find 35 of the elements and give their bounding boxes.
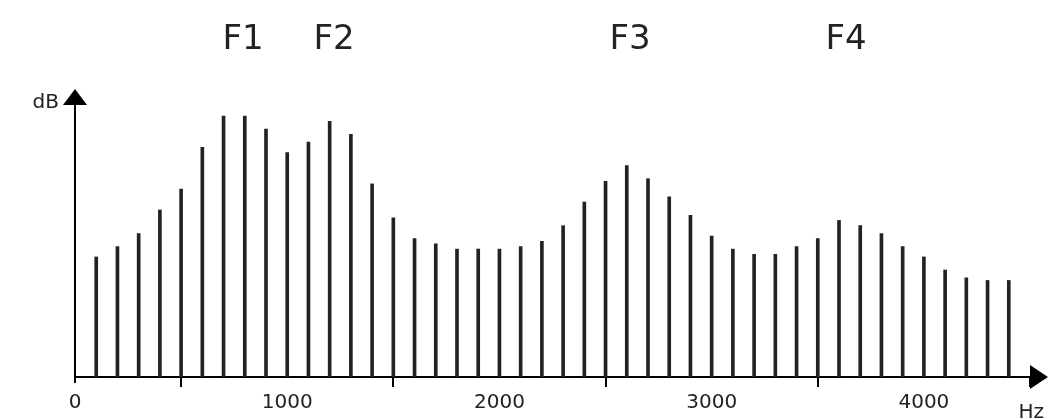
bar bbox=[242, 115, 247, 377]
bar bbox=[815, 238, 820, 377]
bar bbox=[624, 165, 629, 377]
x-tick-label: 1000 bbox=[261, 389, 313, 414]
bar bbox=[731, 248, 735, 377]
bar bbox=[433, 243, 438, 377]
bar bbox=[349, 133, 353, 377]
bar bbox=[1006, 280, 1011, 377]
bar bbox=[646, 178, 650, 377]
text: F4 bbox=[825, 16, 867, 57]
y-axis-title: dB bbox=[32, 89, 59, 114]
bar bbox=[370, 183, 374, 377]
bar bbox=[561, 225, 565, 377]
bar bbox=[285, 152, 290, 377]
bar bbox=[455, 248, 459, 377]
bar bbox=[158, 209, 162, 377]
x-tick-label: 2000 bbox=[473, 389, 525, 414]
bar bbox=[858, 225, 863, 377]
text: F1 bbox=[222, 16, 264, 57]
bar bbox=[476, 248, 481, 377]
bar bbox=[922, 256, 926, 377]
x-tick-label: 3000 bbox=[686, 389, 738, 414]
text: F2 bbox=[313, 16, 355, 57]
text: F3 bbox=[609, 16, 651, 57]
bar bbox=[667, 196, 672, 377]
bar bbox=[264, 128, 268, 377]
x-axis-title: Hz bbox=[1018, 399, 1044, 419]
bar bbox=[94, 256, 99, 377]
x-tick-label: 4000 bbox=[898, 389, 950, 414]
bar bbox=[837, 220, 841, 377]
bar bbox=[179, 188, 183, 377]
bar bbox=[752, 254, 756, 377]
x-tick-label: 0 bbox=[68, 389, 82, 414]
bar bbox=[943, 269, 947, 377]
bar bbox=[540, 240, 544, 377]
